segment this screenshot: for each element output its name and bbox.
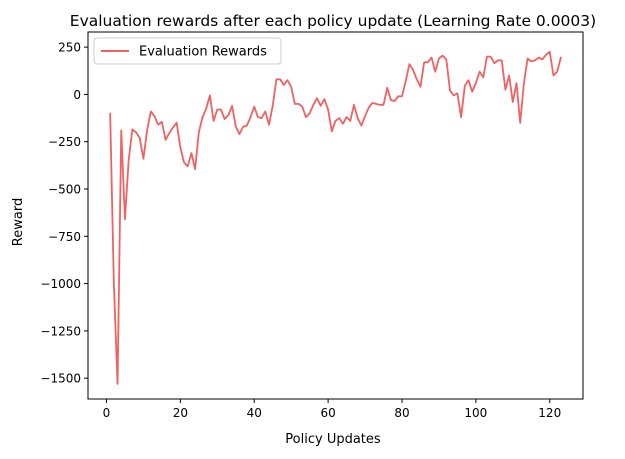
- y-tick-label: −1500: [40, 372, 81, 386]
- y-tick-label: −750: [48, 230, 81, 244]
- x-axis-ticks: 0 20 40 60 80 100 120: [103, 399, 561, 420]
- x-tick-label: 20: [173, 406, 188, 420]
- y-tick-label: −1250: [40, 324, 81, 338]
- series-line: [109, 50, 562, 385]
- legend-frame: [93, 37, 282, 65]
- y-tick-label: −250: [48, 135, 81, 149]
- x-tick-label: 100: [464, 406, 487, 420]
- x-tick-label: 60: [320, 406, 335, 420]
- chart-title: Evaluation rewards after each policy upd…: [70, 12, 596, 30]
- x-tick-label: 40: [247, 406, 262, 420]
- y-tick-label: −500: [48, 183, 81, 197]
- plot-frame: [87, 31, 584, 400]
- y-axis-ticks: 250 0 −250 −500 −750 −1000 −1250 −1500: [40, 41, 88, 386]
- legend: Evaluation Rewards: [93, 37, 282, 65]
- y-axis-label: Reward: [11, 198, 26, 246]
- plot-area: [109, 50, 562, 385]
- legend-label: Evaluation Rewards: [139, 45, 267, 60]
- x-tick-label: 80: [394, 406, 409, 420]
- y-tick-label: 0: [73, 88, 81, 102]
- y-tick-label: 250: [58, 41, 81, 55]
- y-tick-label: −1000: [40, 277, 81, 291]
- x-tick-label: 0: [103, 406, 111, 420]
- x-tick-label: 120: [538, 406, 561, 420]
- x-axis-label: Policy Updates: [285, 432, 381, 447]
